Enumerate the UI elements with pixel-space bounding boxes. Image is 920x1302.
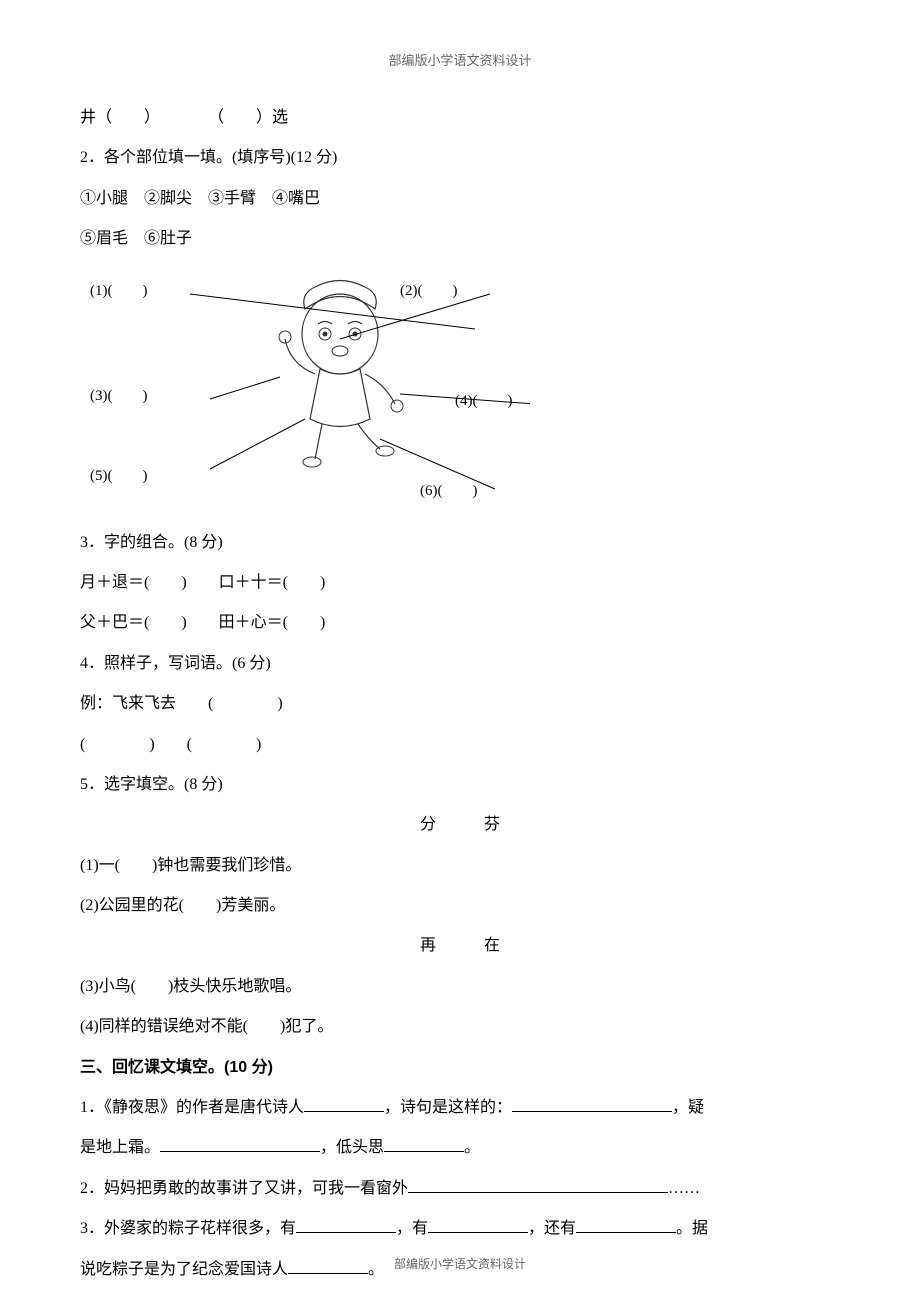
blank xyxy=(384,1136,464,1152)
s3-q3-mid2: ，还有 xyxy=(528,1220,576,1237)
page-footer: 部编版小学语文资料设计 xyxy=(0,1255,920,1272)
diagram-label-2: (2)( ) xyxy=(400,279,457,300)
blank xyxy=(428,1217,528,1233)
page-header: 部编版小学语文资料设计 xyxy=(80,50,840,69)
blank xyxy=(160,1136,320,1152)
q5-item1: (1)一( )钟也需要我们珍惜。 xyxy=(80,847,840,885)
s3-q1-l2-mid: ，低头思 xyxy=(320,1139,384,1156)
q2-options-2: ⑤眉毛 ⑥肚子 xyxy=(80,220,840,258)
diagram-label-5: (5)( ) xyxy=(90,464,147,485)
q5-item4: (4)同样的错误绝对不能( )犯了。 xyxy=(80,1008,840,1046)
q5-title: 5．选字填空。(8 分) xyxy=(80,766,840,804)
s3-q3-mid1: ，有 xyxy=(396,1220,428,1237)
diagram-label-6: (6)( ) xyxy=(420,479,477,500)
diagram-label-3: (3)( ) xyxy=(90,384,147,405)
s3-q3-pre: 3．外婆家的粽子花样很多，有 xyxy=(80,1220,296,1237)
blank xyxy=(296,1217,396,1233)
s3-q2-pre: 2．妈妈把勇敢的故事讲了又讲，可我一看窗外 xyxy=(80,1180,408,1197)
q2-title: 2．各个部位填一填。(填序号)(12 分) xyxy=(80,139,840,177)
q3-title: 3．字的组合。(8 分) xyxy=(80,524,840,562)
q4-blanks: ( ) ( ) xyxy=(80,726,840,764)
s3-q1-pre: 1．《静夜思》的作者是唐代诗人 xyxy=(80,1099,304,1116)
q3-row1: 月＋退＝( ) 口＋十＝( ) xyxy=(80,564,840,602)
blank xyxy=(408,1177,668,1193)
section3-q3-line1: 3．外婆家的粽子花样很多，有 ，有 ，还有 。据 xyxy=(80,1210,840,1248)
s3-q1-l2-pre: 是地上霜。 xyxy=(80,1139,160,1156)
s3-q2-end: …… xyxy=(668,1180,700,1197)
footer-text: 部编版小学语文资料设计 xyxy=(394,1257,526,1271)
q5-pair1: 分 芬 xyxy=(80,806,840,844)
q2-options-1: ①小腿 ②脚尖 ③手臂 ④嘴巴 xyxy=(80,180,840,218)
section3-q1-line1: 1．《静夜思》的作者是唐代诗人 ，诗句是这样的： ，疑 xyxy=(80,1089,840,1127)
body-parts-diagram: (1)( ) (2)( ) (3)( ) (4)( ) (5)( ) (6)( … xyxy=(80,269,530,514)
s3-q1-end: ，疑 xyxy=(672,1099,704,1116)
q5-item3: (3)小鸟( )枝头快乐地歌唱。 xyxy=(80,968,840,1006)
s3-q1-mid: ，诗句是这样的： xyxy=(384,1099,512,1116)
diagram-label-1: (1)( ) xyxy=(90,279,147,300)
s3-q3-end: 。据 xyxy=(676,1220,708,1237)
top-fill-line: 井（ ） （ ）选 xyxy=(80,99,840,137)
q5-pair2: 再 在 xyxy=(80,927,840,965)
q4-title: 4．照样子，写词语。(6 分) xyxy=(80,645,840,683)
blank xyxy=(512,1096,672,1112)
q4-example: 例：飞来飞去 ( ) xyxy=(80,685,840,723)
q5-item2: (2)公园里的花( )芳美丽。 xyxy=(80,887,840,925)
section3-q2: 2．妈妈把勇敢的故事讲了又讲，可我一看窗外 …… xyxy=(80,1170,840,1208)
blank xyxy=(576,1217,676,1233)
q3-row2: 父＋巴＝( ) 田＋心＝( ) xyxy=(80,604,840,642)
section3-title: 三、回忆课文填空。(10 分) xyxy=(80,1049,840,1087)
s3-q1-l2-end: 。 xyxy=(464,1139,480,1156)
diagram-label-4: (4)( ) xyxy=(455,389,512,410)
section3-q1-line2: 是地上霜。 ，低头思 。 xyxy=(80,1129,840,1167)
blank xyxy=(304,1096,384,1112)
